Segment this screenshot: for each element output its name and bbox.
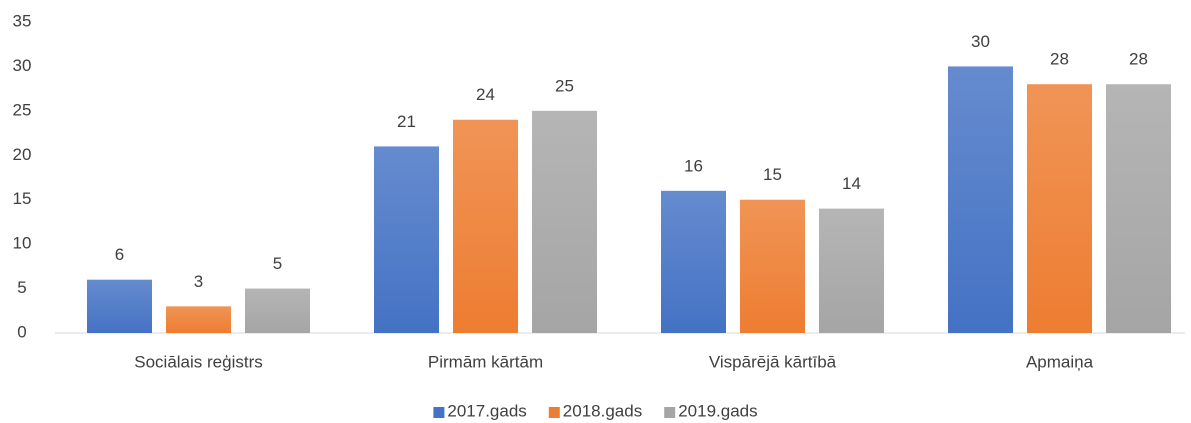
x-tick-label: Apmaiņa: [1026, 352, 1094, 371]
bar: [532, 110, 597, 333]
data-label: 28: [1050, 50, 1069, 69]
y-tick-label: 0: [17, 322, 26, 341]
data-label: 14: [842, 174, 861, 193]
bar: [948, 66, 1013, 333]
x-tick-label: Pirmām kārtām: [428, 352, 543, 371]
bar: [661, 190, 726, 333]
y-tick-label: 10: [13, 234, 32, 253]
bar: [374, 146, 439, 333]
legend-swatch: [433, 407, 445, 418]
y-tick-label: 15: [13, 189, 32, 208]
y-tick-label: 30: [13, 56, 32, 75]
data-label: 30: [971, 32, 990, 51]
data-label: 5: [273, 254, 282, 273]
data-label: 21: [397, 112, 416, 131]
data-label: 6: [115, 245, 124, 264]
data-label: 16: [684, 156, 703, 175]
data-label: 15: [763, 165, 782, 184]
bar: [453, 119, 518, 333]
y-tick-label: 35: [13, 11, 32, 30]
data-label: 3: [194, 272, 203, 291]
bar: [1106, 84, 1171, 333]
legend-label: 2017.gads: [447, 401, 526, 420]
x-tick-label: Vispārējā kārtībā: [709, 352, 837, 371]
y-tick-label: 5: [17, 278, 26, 297]
legend-label: 2018.gads: [563, 401, 642, 420]
bar: [819, 208, 884, 333]
legend-swatch: [548, 407, 560, 418]
x-tick-label: Sociālais reģistrs: [134, 352, 263, 371]
bar: [1027, 84, 1092, 333]
y-tick-label: 25: [13, 100, 32, 119]
bar: [245, 288, 310, 333]
data-label: 25: [555, 76, 574, 95]
bar: [740, 199, 805, 333]
legend-label: 2019.gads: [678, 401, 757, 420]
bar: [166, 306, 231, 333]
bar: [87, 279, 152, 333]
y-tick-label: 20: [13, 145, 32, 164]
legend-swatch: [664, 407, 676, 418]
data-label: 28: [1129, 50, 1148, 69]
data-label: 24: [476, 85, 495, 104]
